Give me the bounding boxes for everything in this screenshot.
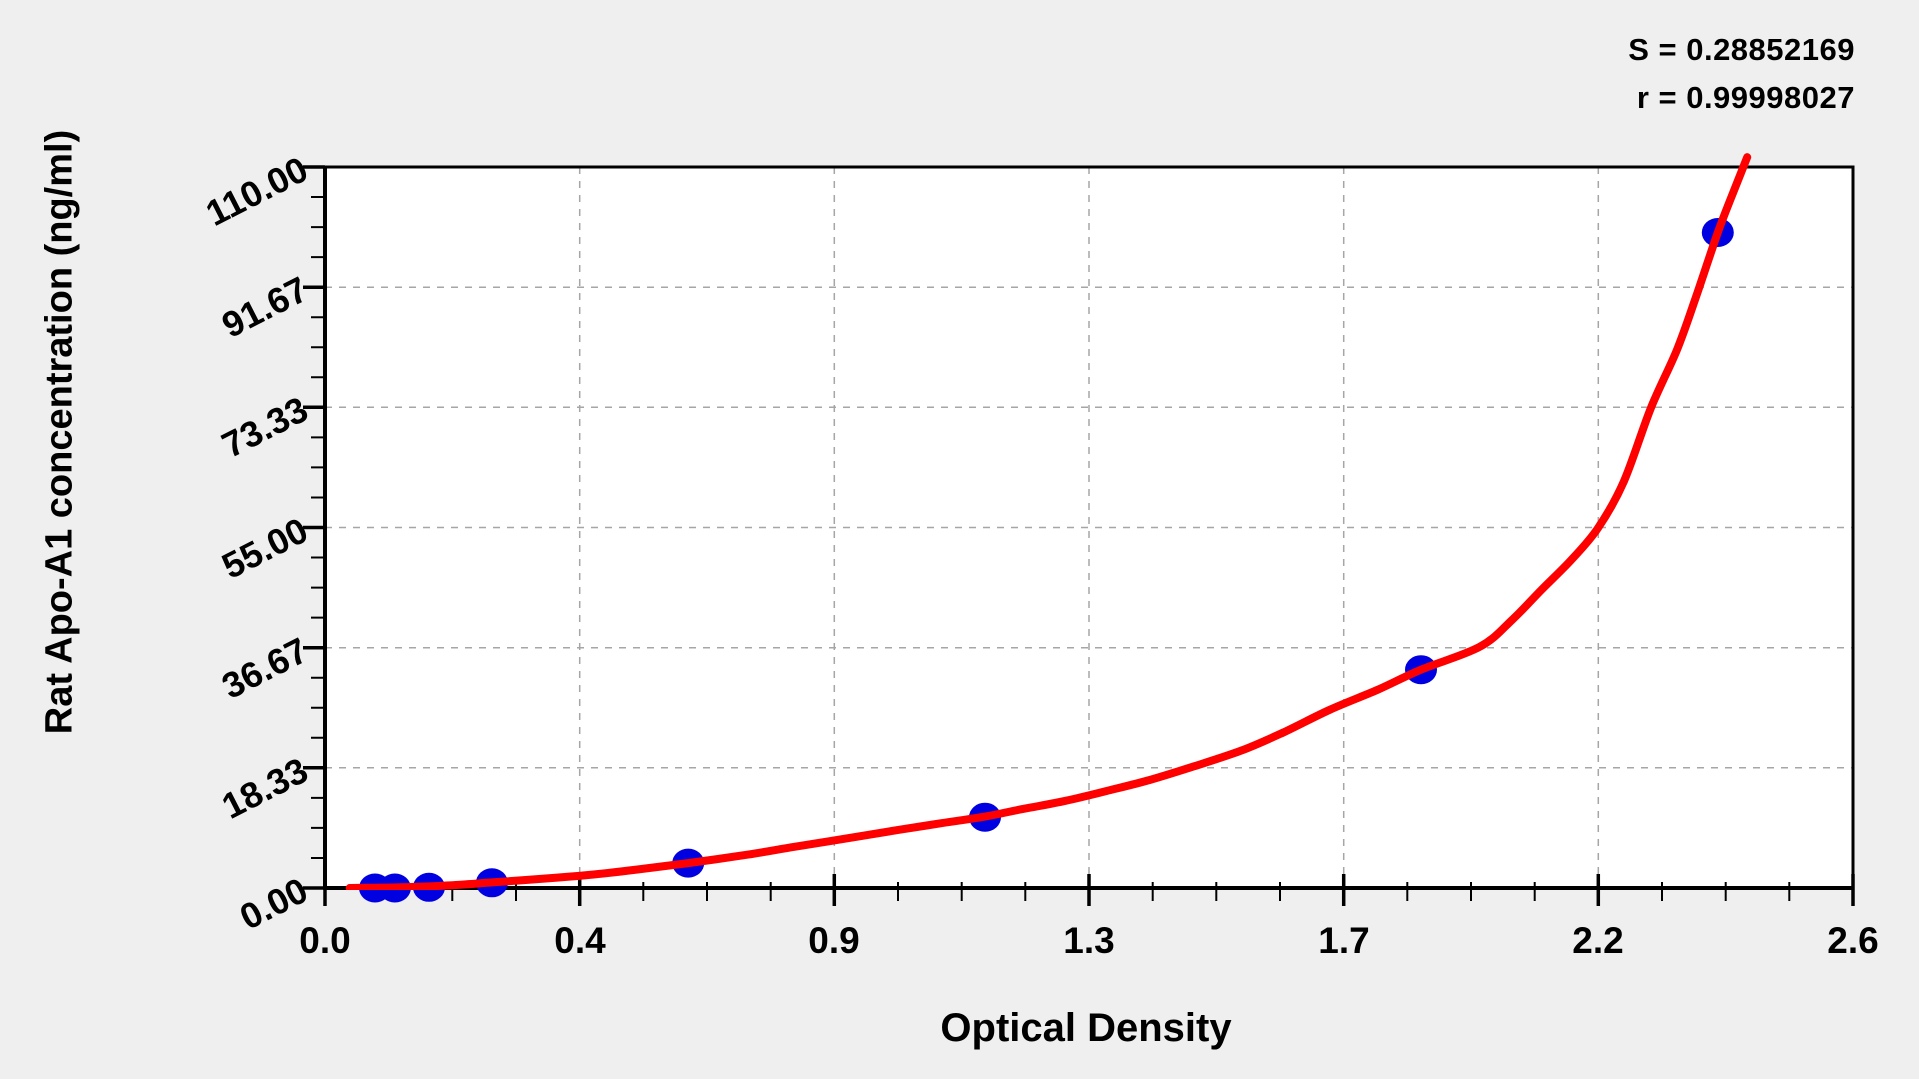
x-tick-label: 1.7 xyxy=(1318,920,1370,961)
fit-statistics: S = 0.28852169 r = 0.99998027 xyxy=(1628,26,1855,122)
x-tick-label: 0.9 xyxy=(808,920,860,961)
x-tick-label: 2.6 xyxy=(1827,920,1879,961)
x-tick-label: 0.4 xyxy=(554,920,606,961)
major-ticks xyxy=(303,165,1855,906)
x-tick-label: 1.3 xyxy=(1063,920,1115,961)
stat-r-value: r = 0.99998027 xyxy=(1636,80,1855,115)
stat-s-value: S = 0.28852169 xyxy=(1628,32,1855,67)
x-axis-title: Optical Density xyxy=(940,1006,1232,1050)
x-tick-label: 2.2 xyxy=(1572,920,1624,961)
fit-curve-line xyxy=(345,153,1752,890)
x-tick-label: 0.0 xyxy=(299,920,351,961)
grid-lines xyxy=(325,167,1853,888)
